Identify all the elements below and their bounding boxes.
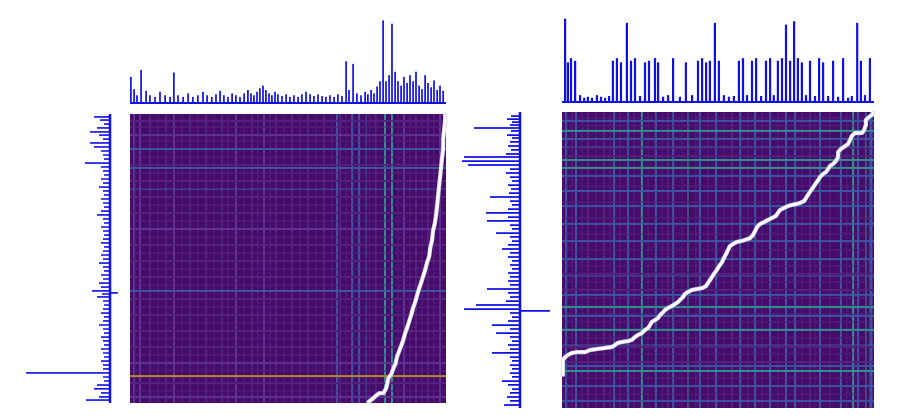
panel-1-top-marginal-plot [130, 20, 446, 104]
panel-2-top-marginal-plot [562, 18, 874, 103]
panel-1-cost-matrix-heatmap [130, 112, 448, 404]
panel-1-left-marginal-plot [26, 114, 118, 403]
panel-2-left-marginal-plot [462, 112, 550, 408]
panel-2-cost-matrix-heatmap [560, 110, 876, 408]
